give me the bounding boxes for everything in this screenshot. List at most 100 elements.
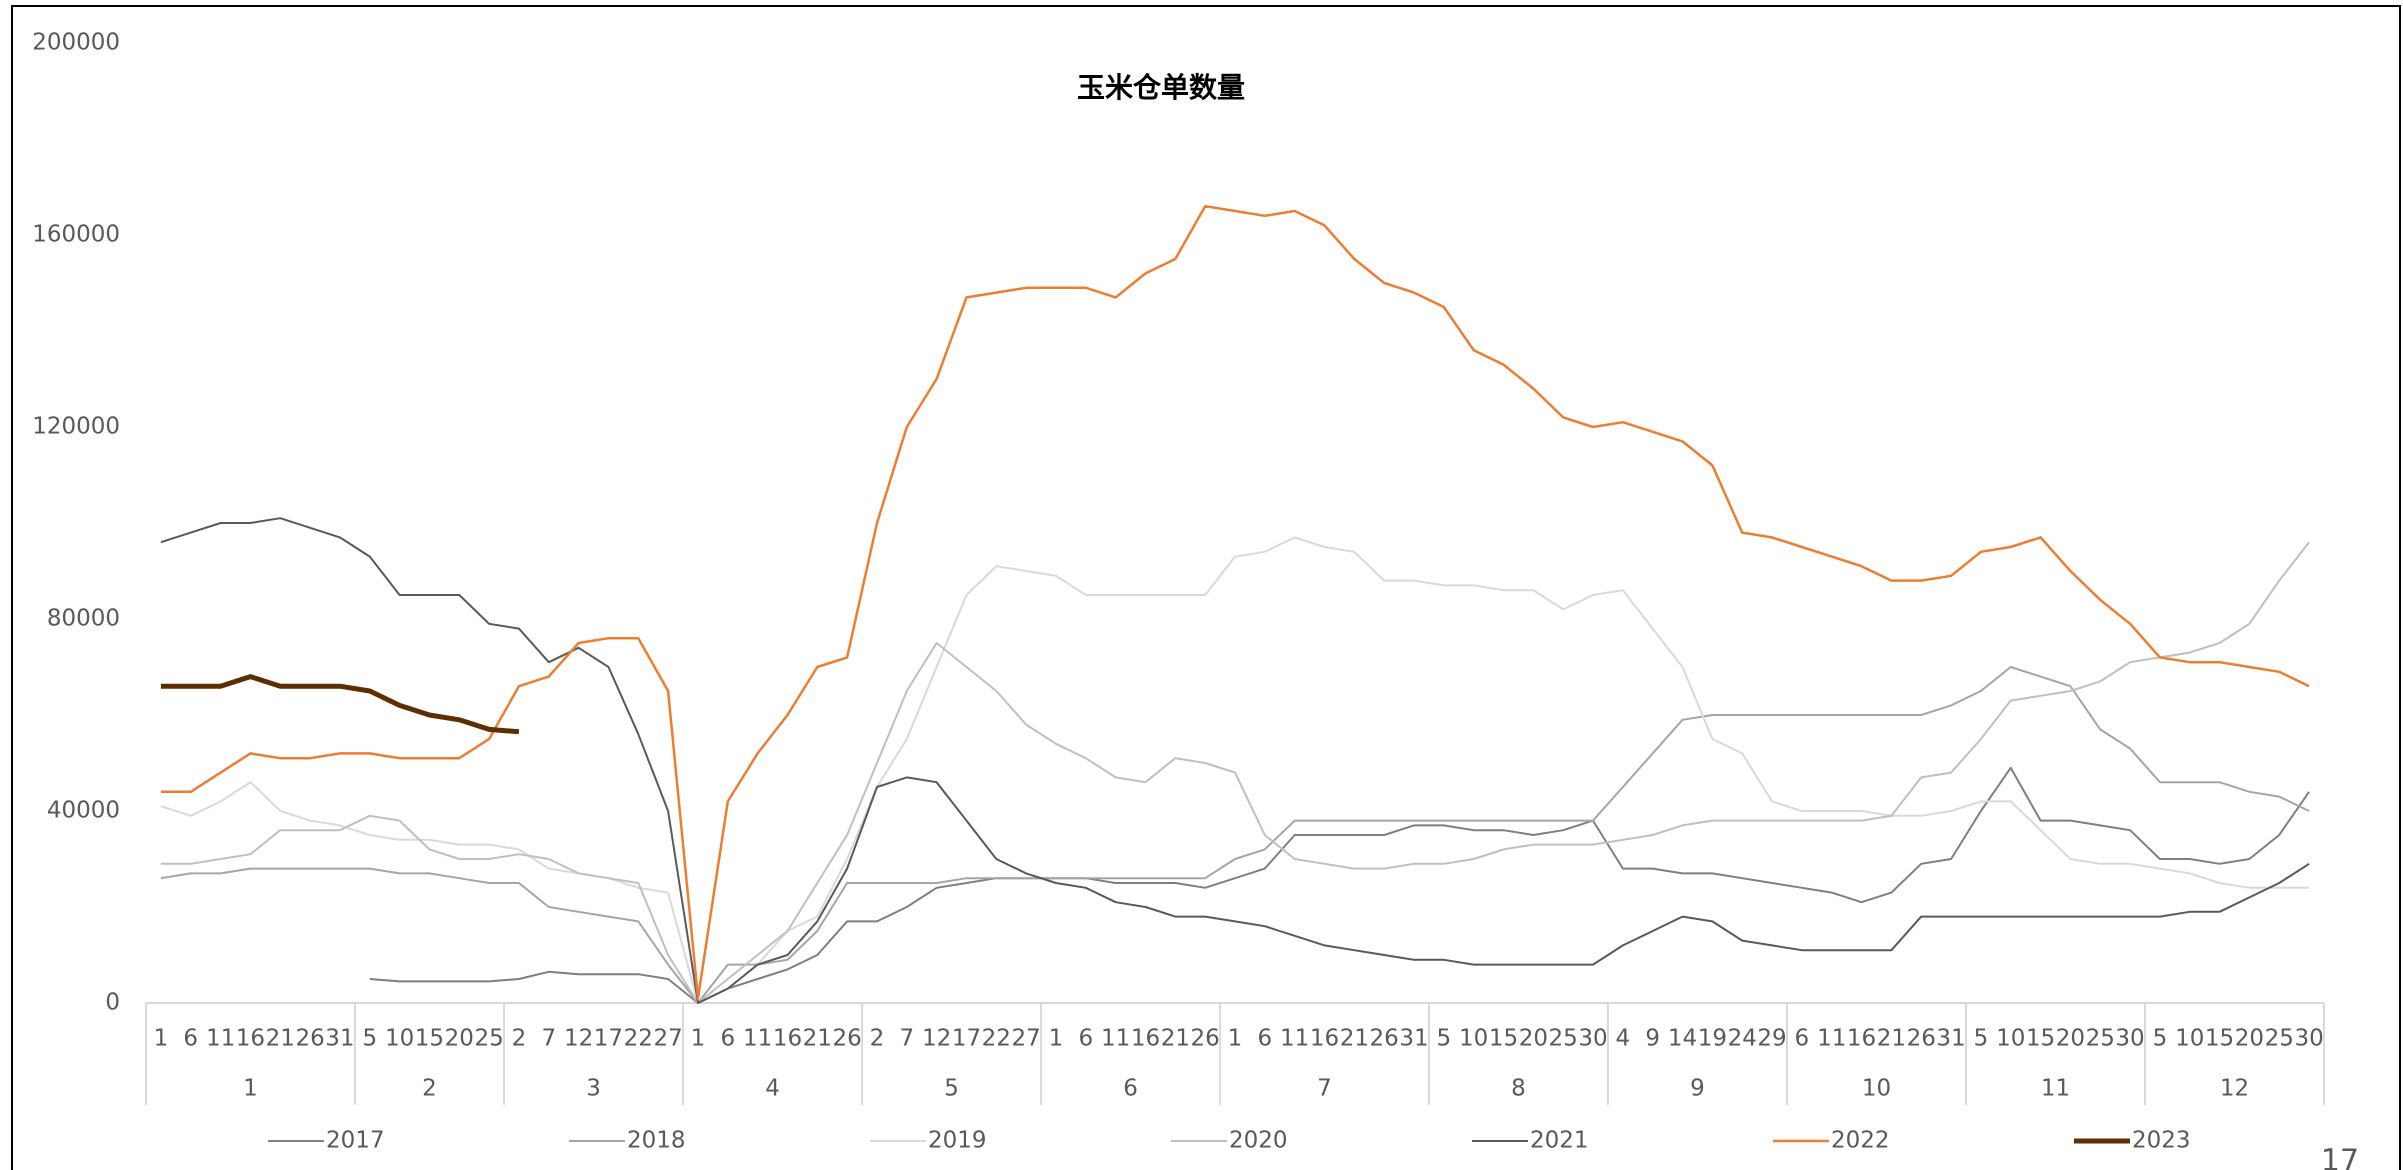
x-tick-label: 26 xyxy=(832,1026,861,1052)
x-tick-label: 20 xyxy=(445,1026,474,1052)
x-tick-label: 25 xyxy=(1549,1026,1578,1052)
x-tick-label: 29 xyxy=(1757,1026,1786,1052)
x-tick-label: 14 xyxy=(1668,1026,1697,1052)
x-tick-label: 10 xyxy=(1996,1026,2025,1052)
x-tick-label: 5 xyxy=(362,1026,377,1052)
x-tick-label: 10 xyxy=(2175,1026,2204,1052)
x-tick-label: 7 xyxy=(899,1026,914,1052)
x-tick-label: 12 xyxy=(564,1026,593,1052)
month-label: 8 xyxy=(1511,1076,1526,1102)
x-tick-label: 31 xyxy=(1936,1026,1965,1052)
chart-title: 玉米仓单数量 xyxy=(1077,71,1245,104)
legend-label: 2019 xyxy=(928,1128,987,1154)
legend-label: 2018 xyxy=(627,1128,686,1154)
x-tick-label: 21 xyxy=(1877,1026,1906,1052)
month-label: 5 xyxy=(944,1076,959,1102)
month-label: 10 xyxy=(1862,1076,1891,1102)
x-tick-label: 20 xyxy=(2056,1026,2085,1052)
x-tick-label: 16 xyxy=(236,1026,265,1052)
x-tick-label: 21 xyxy=(803,1026,832,1052)
x-tick-label: 15 xyxy=(2026,1026,2055,1052)
x-tick-label: 15 xyxy=(415,1026,444,1052)
x-tick-label: 15 xyxy=(1489,1026,1518,1052)
x-tick-label: 16 xyxy=(1131,1026,1160,1052)
x-tick-label: 21 xyxy=(1161,1026,1190,1052)
legend-label: 2021 xyxy=(1530,1128,1589,1154)
x-tick-label: 10 xyxy=(385,1026,414,1052)
x-tick-label: 1 xyxy=(1049,1026,1064,1052)
x-tick-label: 2 xyxy=(512,1026,527,1052)
series-line xyxy=(160,666,2310,1004)
x-tick-label: 16 xyxy=(773,1026,802,1052)
y-tick-label: 200000 xyxy=(32,30,120,56)
x-tick-label: 26 xyxy=(1191,1026,1220,1052)
x-tick-label: 30 xyxy=(2115,1026,2144,1052)
x-tick-label: 6 xyxy=(1258,1026,1273,1052)
legend-label: 2017 xyxy=(326,1128,385,1154)
x-tick-label: 17 xyxy=(952,1026,981,1052)
x-tick-label: 11 xyxy=(743,1026,772,1052)
x-tick-label: 19 xyxy=(1698,1026,1727,1052)
x-tick-label: 5 xyxy=(1974,1026,1989,1052)
x-tick-label: 9 xyxy=(1645,1026,1660,1052)
month-label: 7 xyxy=(1317,1076,1332,1102)
month-label: 9 xyxy=(1690,1076,1705,1102)
y-tick-label: 40000 xyxy=(47,798,120,824)
legend-label: 2023 xyxy=(2132,1128,2191,1154)
month-label: 6 xyxy=(1123,1076,1138,1102)
y-tick-label: 160000 xyxy=(32,222,120,248)
month-label: 2 xyxy=(422,1076,437,1102)
x-tick-label: 31 xyxy=(1399,1026,1428,1052)
x-tick-label: 15 xyxy=(2205,1026,2234,1052)
x-tick-label: 20 xyxy=(2235,1026,2264,1052)
x-tick-label: 22 xyxy=(624,1026,653,1052)
x-tick-label: 12 xyxy=(922,1026,951,1052)
series-line xyxy=(160,536,2310,1004)
x-tick-label: 6 xyxy=(1079,1026,1094,1052)
x-tick-label: 17 xyxy=(594,1026,623,1052)
x-tick-label: 1 xyxy=(154,1026,169,1052)
frame xyxy=(11,5,2401,1170)
x-tick-label: 21 xyxy=(266,1026,295,1052)
x-tick-label: 26 xyxy=(1370,1026,1399,1052)
x-tick-label: 5 xyxy=(1437,1026,1452,1052)
series-line xyxy=(160,541,2310,1004)
month-label: 11 xyxy=(2041,1076,2070,1102)
month-label: 4 xyxy=(765,1076,780,1102)
x-tick-label: 2 xyxy=(870,1026,885,1052)
x-tick-label: 4 xyxy=(1616,1026,1631,1052)
series-line xyxy=(369,766,2310,1004)
x-tick-label: 25 xyxy=(2086,1026,2115,1052)
x-tick-label: 22 xyxy=(982,1026,1011,1052)
x-tick-label: 1 xyxy=(1228,1026,1243,1052)
x-tick-label: 11 xyxy=(1817,1026,1846,1052)
x-tick-label: 6 xyxy=(720,1026,735,1052)
legend-label: 2022 xyxy=(1831,1128,1890,1154)
x-tick-label: 11 xyxy=(1280,1026,1309,1052)
x-tick-label: 27 xyxy=(653,1026,682,1052)
x-tick-label: 6 xyxy=(183,1026,198,1052)
x-tick-label: 27 xyxy=(1012,1026,1041,1052)
y-tick-label: 80000 xyxy=(47,606,120,632)
x-tick-label: 30 xyxy=(2294,1026,2323,1052)
x-tick-label: 16 xyxy=(1310,1026,1339,1052)
x-tick-label: 25 xyxy=(2265,1026,2294,1052)
x-tick-label: 6 xyxy=(1795,1026,1810,1052)
x-tick-label: 7 xyxy=(541,1026,556,1052)
x-tick-label: 21 xyxy=(1340,1026,1369,1052)
month-label: 1 xyxy=(243,1076,258,1102)
y-tick-label: 120000 xyxy=(32,414,120,440)
y-tick-label: 0 xyxy=(105,990,120,1016)
x-tick-label: 11 xyxy=(206,1026,235,1052)
x-tick-label: 10 xyxy=(1459,1026,1488,1052)
x-tick-label: 26 xyxy=(1907,1026,1936,1052)
month-label: 3 xyxy=(586,1076,601,1102)
month-label: 12 xyxy=(2220,1076,2249,1102)
series-line xyxy=(160,517,2310,1004)
x-tick-label: 24 xyxy=(1728,1026,1757,1052)
x-tick-label: 25 xyxy=(474,1026,503,1052)
x-tick-label: 16 xyxy=(1847,1026,1876,1052)
page-number: 17 xyxy=(2321,1144,2359,1170)
x-tick-label: 31 xyxy=(325,1026,354,1052)
